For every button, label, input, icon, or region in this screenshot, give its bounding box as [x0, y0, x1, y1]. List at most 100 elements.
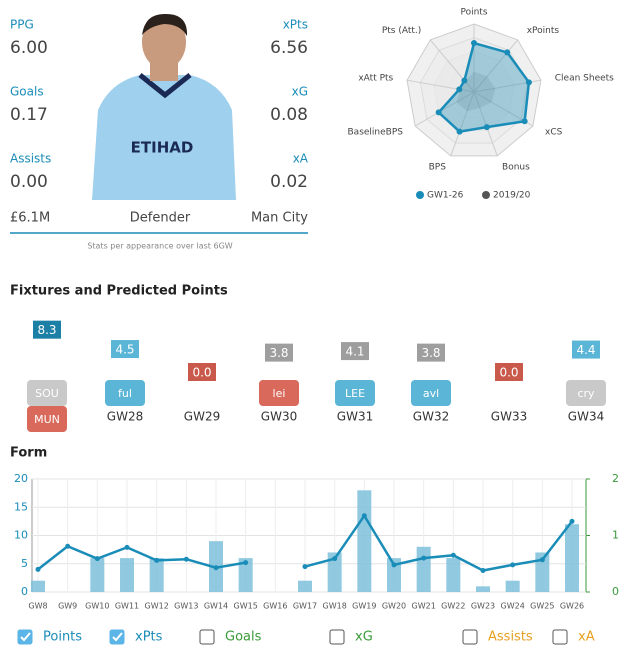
legend-dot: [482, 191, 490, 199]
radar-axis-label: Clean Sheets: [555, 74, 614, 84]
x-tick-label: GW12: [145, 602, 169, 611]
line-point: [510, 562, 516, 568]
predicted-box: [572, 340, 600, 359]
checkbox[interactable]: [462, 629, 478, 645]
predicted-box: [265, 343, 293, 362]
legend-label: 2019/20: [493, 191, 531, 201]
line-point: [124, 544, 130, 550]
gameweek: GW30: [261, 410, 297, 424]
legend-label[interactable]: xG: [355, 630, 373, 645]
bar: [387, 558, 401, 592]
gameweek: GW29: [184, 410, 220, 424]
checkbox[interactable]: [109, 629, 125, 645]
opponent-label: ful: [118, 387, 132, 400]
radar-spoke: [429, 39, 475, 93]
bar: [238, 558, 253, 592]
x-tick-label: GW13: [174, 602, 198, 611]
legend-label[interactable]: xPts: [135, 630, 163, 645]
opponent-badge: [27, 406, 67, 432]
predicted-label: 0.0: [192, 366, 211, 380]
legend-label[interactable]: Points: [43, 630, 82, 645]
x-tick-label: GW9: [58, 602, 77, 611]
radar-spoke: [473, 91, 498, 157]
predicted-box: [341, 342, 369, 361]
y-tick-label: 15: [14, 500, 28, 513]
x-tick-label: GW22: [441, 602, 465, 611]
x-tick-label: GW15: [234, 602, 258, 611]
stat-label: Goals: [10, 85, 44, 99]
bar: [476, 586, 490, 592]
gameweek: GW34: [568, 410, 604, 424]
legend-label[interactable]: Assists: [488, 630, 533, 645]
stat-value: 6.00: [10, 38, 48, 58]
radar-point: [483, 124, 490, 131]
predicted-label: 3.8: [421, 346, 440, 360]
y-tick-label: 5: [21, 557, 28, 570]
bar: [505, 580, 520, 592]
radar-spoke: [414, 91, 475, 127]
opponent-label: cry: [577, 387, 595, 400]
predicted-label: 0.0: [499, 366, 518, 380]
stat-label: xPts: [283, 18, 308, 32]
radar-point: [461, 77, 468, 84]
y-tick-label: 0: [21, 585, 28, 598]
line-point: [391, 562, 397, 568]
stat-value: 0.08: [270, 105, 308, 125]
opponent-badge: [105, 380, 145, 406]
bar: [565, 524, 579, 592]
x-tick-label: GW26: [560, 602, 584, 611]
checkmark: [112, 632, 123, 642]
radar-axis-label: Bonus: [502, 163, 530, 173]
x-tick-label: GW21: [412, 602, 436, 611]
legend-label[interactable]: Goals: [225, 630, 262, 645]
team: Man City: [251, 211, 308, 226]
x-tick-label: GW14: [204, 602, 228, 611]
predicted-box: [33, 320, 61, 339]
x-tick-label: GW24: [501, 602, 525, 611]
bar: [416, 546, 431, 592]
bar: [90, 558, 105, 592]
x-tick-label: GW16: [263, 602, 287, 611]
predicted-label: 3.8: [269, 346, 288, 360]
legend-label[interactable]: xA: [578, 630, 595, 645]
line: [37, 514, 573, 572]
gameweek: GW32: [413, 410, 449, 424]
radar-area: [436, 41, 531, 133]
stat-value: 0.00: [10, 172, 48, 192]
opponent-badge: [335, 380, 375, 406]
y2-tick-label: 2: [612, 472, 619, 485]
x-tick-label: GW23: [471, 602, 495, 611]
price: £6.1M: [10, 211, 50, 226]
bar: [357, 490, 372, 592]
predicted-box: [188, 363, 216, 381]
opponent-badge: [259, 380, 299, 406]
opponent-label: LEE: [345, 387, 365, 400]
bar: [327, 552, 342, 592]
gameweek: GW28: [107, 410, 143, 424]
checkbox[interactable]: [552, 629, 568, 645]
player-photo: ETIHAD: [92, 13, 236, 200]
stat-label: PPG: [10, 18, 34, 32]
stat-value: 0.02: [270, 172, 308, 192]
opponent-badge: [566, 380, 606, 406]
stat-value: 0.17: [10, 105, 48, 125]
radar-point: [435, 109, 442, 116]
line-point: [183, 556, 189, 562]
checkbox[interactable]: [199, 629, 215, 645]
gameweek: GW33: [491, 410, 527, 424]
line-point: [450, 552, 456, 558]
radar-axis-label: xAtt Pts: [358, 74, 393, 84]
y2-tick-label: 1: [612, 529, 619, 542]
x-tick-label: GW20: [382, 602, 406, 611]
radar-axis-label: Points: [460, 8, 487, 18]
legend-dot: [416, 191, 424, 199]
predicted-box: [111, 340, 139, 359]
line-point: [243, 560, 249, 566]
opponent-badge: [27, 380, 67, 406]
bar: [31, 580, 45, 592]
checkbox[interactable]: [17, 629, 33, 645]
bar: [298, 580, 312, 592]
bar: [446, 558, 461, 592]
checkbox[interactable]: [329, 629, 345, 645]
line-point: [539, 557, 545, 563]
